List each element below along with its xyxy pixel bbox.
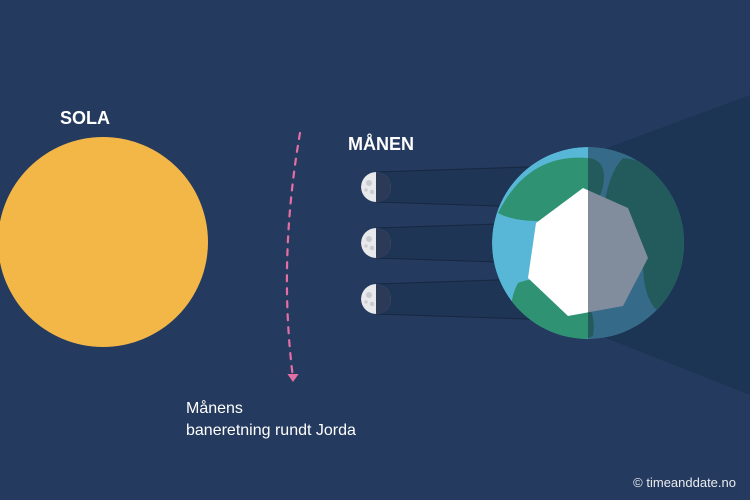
sun-label: SOLA [60,108,110,129]
credit-text: © timeanddate.no [633,475,736,490]
orbit-arrow [287,133,300,378]
orbit-caption: Månensbaneretning rundt Jorda [186,398,356,441]
diagram-canvas: SOLA MÅNEN Månensbaneretning rundt Jorda… [0,0,750,500]
sun-icon [0,137,208,347]
orbit-arrowhead [287,374,298,382]
moon-label: MÅNEN [348,134,414,155]
scene-svg [0,0,750,500]
